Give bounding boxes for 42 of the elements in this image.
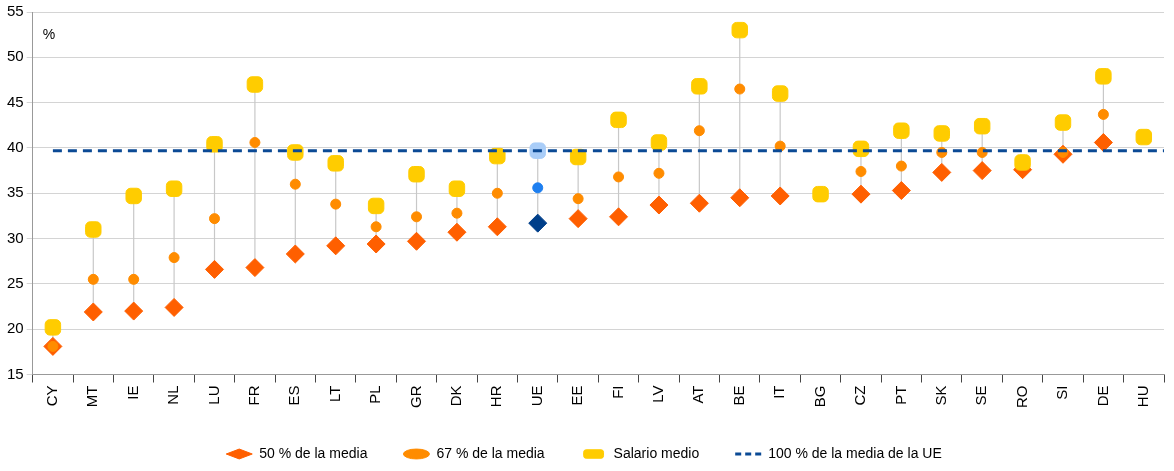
y-tick-label: 45	[7, 92, 24, 110]
x-tick-label: DK	[447, 385, 465, 407]
x-tick-label: CZ	[851, 385, 869, 406]
x-tick-label: IE	[123, 385, 141, 400]
x-tick-label: CY	[43, 385, 61, 407]
x-tick-label: MT	[83, 385, 101, 408]
x-tick-label: SI	[1053, 385, 1071, 400]
x-tick-label: DE	[1093, 385, 1111, 407]
x-tick-label: LT	[325, 385, 343, 402]
x-tick-label: ES	[285, 385, 303, 406]
x-tick-label: LU	[204, 385, 222, 405]
y-tick-label: 50	[7, 47, 24, 65]
x-tick-label: FR	[245, 385, 263, 406]
legend-label: 67 % de la media	[436, 444, 545, 461]
x-tick-label: PT	[891, 385, 909, 405]
x-tick-label: LV	[649, 385, 667, 403]
y-tick-label: 35	[7, 183, 24, 201]
x-tick-label: BE	[729, 385, 747, 406]
x-tick-label: PL	[366, 385, 384, 404]
y-tick-label: 40	[7, 138, 24, 156]
y-tick-label: 30	[7, 228, 24, 246]
x-tick-label: GR	[406, 385, 424, 408]
y-tick-label: 25	[7, 274, 24, 292]
x-tick-label: SE	[972, 385, 990, 406]
x-tick-label: AT	[689, 385, 707, 404]
legend-label: 50 % de la media	[259, 444, 368, 461]
legend-label: 100 % de la media de la UE	[768, 444, 942, 461]
x-tick-label: NL	[164, 385, 182, 405]
legend-label: Salario medio	[613, 444, 700, 461]
x-tick-label: HU	[1133, 385, 1151, 408]
x-tick-label: BG	[810, 385, 828, 408]
x-tick-label: EE	[568, 385, 586, 406]
y-tick-label: 20	[7, 319, 24, 337]
x-tick-label: SK	[931, 385, 949, 406]
x-tick-label: HR	[487, 385, 505, 408]
y-tick-label: 15	[7, 364, 24, 382]
y-axis-title: %	[42, 25, 56, 42]
y-tick-label: 55	[7, 2, 24, 20]
x-tick-label: IT	[770, 385, 788, 399]
x-tick-label: UE	[527, 385, 545, 407]
x-tick-label: FI	[608, 385, 626, 399]
x-tick-label: RO	[1012, 385, 1030, 408]
